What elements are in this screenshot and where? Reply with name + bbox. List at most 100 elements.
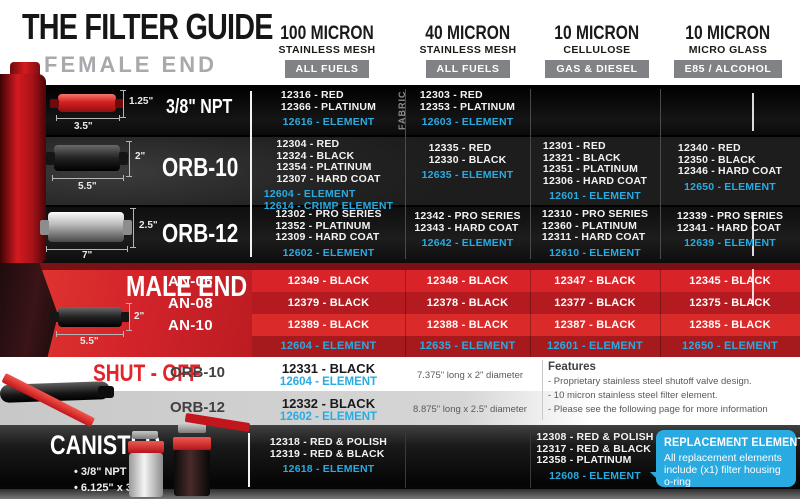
canister-bracket-photo [178,424,206,433]
row-label-text: ORB-10 [162,152,239,182]
dimension-length: 5.5" [78,181,97,192]
micron-rating: 100 MICRON [280,23,374,44]
part-number: 12310 - PRO SERIES [541,208,649,220]
media-type: STAINLESS MESH [419,44,517,56]
element-part-number: 12616 - ELEMENT [282,116,375,128]
column-header-10-micron-micro-glass: 10 MICRON MICRO GLASS E85 / ALCOHOL [653,24,800,78]
part-number: 12352 - PLATINUM [275,219,371,232]
micron-rating: 10 MICRON [685,23,771,44]
shutoff-row-band-orb12 [0,391,800,425]
part-number: 12353 - PLATINUM [419,100,516,113]
part-number: 12321 - BLACK [542,151,621,164]
element-list: 12642 - ELEMENT [422,237,514,250]
column-divider [530,89,531,259]
part-list: 12302 - PRO SERIES 12352 - PLATINUM 12309 … [275,208,382,244]
dimension-length: 7" [82,250,93,261]
part-number: 12304 - RED [276,138,340,150]
part-number: 12345 - BLACK [689,275,771,287]
part-number: 12311 - HARD COAT [541,231,646,243]
element-list: 12650 - ELEMENT [684,181,776,194]
feature-line: - Please see the following page for more… [548,404,768,415]
element-part-number: 12603 - ELEMENT [421,116,514,128]
size-note: 8.875" long x 2.5" diameter [413,404,527,415]
fuel-badge: GAS & DIESEL [545,60,649,78]
features-divider [542,360,543,420]
element-part-number: 12635 - ELEMENT [419,340,516,352]
part-list: 12303 - RED 12353 - PLATINUM [419,89,516,113]
edge-tick [752,93,754,131]
feature-line: - Proprietary stainless steel shutoff va… [548,376,752,387]
element-part-number: 12614 - CRIMP ELEMENT [263,199,394,212]
media-type: STAINLESS MESH [278,44,376,56]
parts-cell: 12318 - RED & POLISH 12319 - RED & BLACK … [252,436,405,476]
row-label-an08: AN-08 [168,295,213,312]
page-title: THE FILTER GUIDE [22,6,335,48]
row-label-text: 3/8" NPT [166,96,233,118]
measure-line [126,141,132,177]
part-number: 12330 - BLACK [428,153,507,166]
row-label-orb12: ORB-12 [162,218,257,249]
part-number: 12385 - BLACK [689,319,771,331]
element-list: 12618 - ELEMENT [282,463,375,476]
part-number: 12316 - RED [280,89,344,101]
size-note: 7.375" long x 2" diameter [416,370,524,381]
element-part-number: 12602 - ELEMENT [282,246,375,259]
black-filter-photo [46,145,128,171]
column-divider [530,270,531,357]
row-label-orb12: ORB-12 [170,399,226,416]
replacement-elements-title: REPLACEMENT ELEMENTS [664,435,800,449]
row-label-text: ORB-12 [162,218,239,248]
part-number: 12348 - BLACK [426,275,509,287]
measure-line [52,175,124,181]
replacement-elements-callout: REPLACEMENT ELEMENTS All replacement ele… [656,430,800,488]
measure-line [56,331,124,337]
row-band-orb10 [0,135,800,207]
column-divider [405,432,406,488]
part-number: 12308 - RED & POLISH [536,431,654,443]
part-number: 12302 - PRO SERIES [275,208,382,220]
column-header-40-micron: 40 MICRON STAINLESS MESH ALL FUELS [393,24,543,78]
measure-line [56,115,120,121]
measure-line [120,90,126,118]
row-label-an10: AN-10 [168,317,213,334]
red-filter-photo [50,94,124,112]
element-list: 12603 - ELEMENT [421,116,514,129]
parts-cell: 12335 - RED 12330 - BLACK 12635 - ELEMENT [405,142,530,182]
label-column-divider [248,433,250,487]
parts-cell: 12340 - RED 12350 - BLACK 12346 - HARD COA… [660,142,800,194]
element-part-number: 12610 - ELEMENT [549,246,641,259]
row-label-orb10: ORB-10 [170,364,226,381]
element-part-number: 12604 - ELEMENT [280,340,377,352]
silver-canister-photo [129,453,163,497]
fuel-badge: ALL FUELS [425,60,511,78]
part-number: 12317 - RED & BLACK [536,442,652,455]
male-end-heading: MALE END [126,271,277,304]
canister-cap-photo [173,437,211,450]
part-list: 12340 - RED 12350 - BLACK 12346 - HARD COA… [678,142,782,178]
part-number: 12318 - RED & POLISH [269,436,388,448]
element-list: 12610 - ELEMENT [549,246,641,260]
canister-bracket-photo [132,431,158,439]
dimension-length: 3.5" [74,121,93,132]
part-list: 12301 - RED 12321 - BLACK 12351 - PLATINUM… [542,140,647,187]
fuel-badge: E85 / ALCOHOL [673,60,783,78]
edge-tick [752,212,754,256]
part-number: 12387 - BLACK [554,319,636,331]
parts-cell: 12302 - PRO SERIES 12352 - PLATINUM 12309 … [252,208,405,260]
parts-cell: 12310 - PRO SERIES 12360 - PLATINUM 12311 … [530,208,660,260]
dimension-height: 2" [135,151,146,162]
element-part-number: 12602 - ELEMENT [279,411,378,423]
part-number: 12366 - PLATINUM [280,100,377,113]
dimension-length: 5.5" [80,336,99,347]
column-header-10-micron-cellulose: 10 MICRON CELLULOSE GAS & DIESEL [522,24,672,78]
red-filter-bottle-photo [0,74,46,264]
parts-cell: 12342 - PRO SERIES 12343 - HARD COAT 1264… [405,210,530,250]
part-number: 12301 - RED [542,140,606,152]
row-label-orb10: ORB-10 [162,152,257,183]
element-list: 12602 - ELEMENT [282,246,375,260]
part-number: 12358 - PLATINUM [536,454,632,466]
element-part-number: 12618 - ELEMENT [282,463,375,475]
part-number: 12303 - RED [419,89,483,101]
part-list: 12339 - PRO SERIES 12341 - HARD COAT [677,210,783,234]
